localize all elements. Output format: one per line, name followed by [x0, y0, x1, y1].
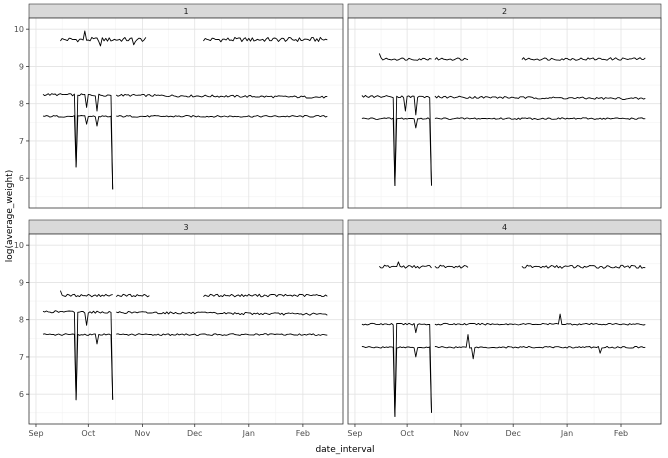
- facet-strip-label: 3: [183, 223, 188, 232]
- x-tick-label: Oct: [400, 429, 414, 438]
- y-tick-label: 10: [14, 25, 24, 34]
- facet-panel: 3 6 7 8 9 10 Sep Oct Nov Dec Jan Feb: [14, 220, 343, 438]
- y-tick-label: 8: [19, 100, 24, 109]
- x-tick-label: Nov: [135, 429, 151, 438]
- y-tick-label: 7: [19, 353, 24, 362]
- x-tick-label: Jan: [242, 429, 255, 438]
- x-axis-title: date_interval: [315, 445, 374, 455]
- y-tick-label: 6: [19, 390, 24, 399]
- facet-strip-label: 2: [502, 7, 507, 16]
- x-tick-label: Sep: [28, 429, 43, 438]
- x-tick-label: Jan: [560, 429, 573, 438]
- x-tick-label: Dec: [505, 429, 520, 438]
- y-tick-label: 7: [19, 137, 24, 146]
- panel-background: [29, 18, 343, 208]
- y-tick-label: 9: [19, 278, 24, 287]
- x-tick-label: Feb: [296, 429, 310, 438]
- y-tick-label: 9: [19, 62, 24, 71]
- x-tick-label: Nov: [453, 429, 469, 438]
- x-tick-label: Oct: [81, 429, 95, 438]
- facet-panel: 1 6 7 8 9 10: [14, 4, 343, 208]
- x-tick-label: Feb: [614, 429, 628, 438]
- y-tick-label: 6: [19, 174, 24, 183]
- facet-panels: 1 6 7 8 9 10 2 3 6 7 8 9 10 Sep Oct Nov Dec Jan Feb 4 Sep Oct…: [14, 4, 661, 438]
- y-tick-label: 10: [14, 241, 24, 250]
- facet-strip-label: 1: [183, 7, 188, 16]
- y-tick-label: 8: [19, 316, 24, 325]
- x-tick-label: Dec: [187, 429, 202, 438]
- facet-strip-label: 4: [502, 223, 507, 232]
- facet-panel: 2: [348, 4, 661, 208]
- facet-panel: 4 Sep Oct Nov Dec Jan Feb: [347, 220, 661, 438]
- x-tick-label: Sep: [347, 429, 362, 438]
